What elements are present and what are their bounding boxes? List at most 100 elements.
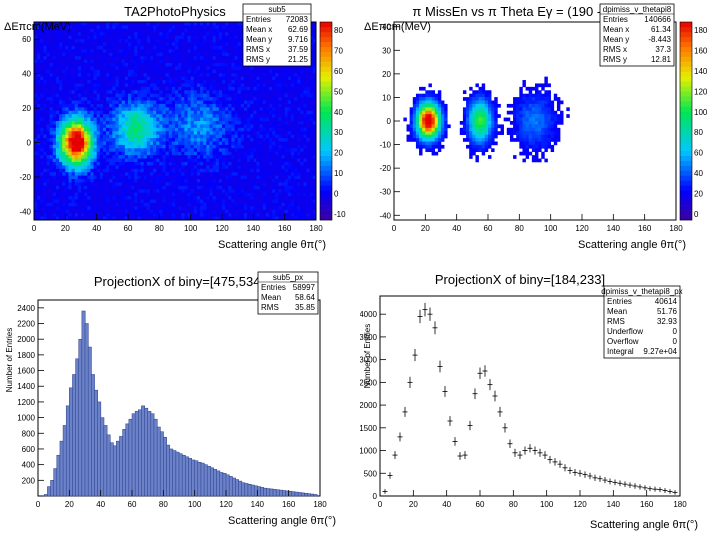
heatmap-cell: [55, 28, 60, 33]
heatmap-cell: [81, 165, 85, 170]
heatmap-cell: [153, 117, 157, 122]
heatmap-cell: [168, 25, 173, 30]
heatmap-cell: [77, 179, 82, 183]
heatmap-cell: [237, 199, 242, 204]
heatmap-cell: [297, 83, 301, 88]
heatmap-cell: [184, 202, 188, 207]
heatmap-cell: [275, 144, 279, 149]
heatmap-cell: [81, 172, 85, 176]
heatmap-cell: [215, 185, 220, 190]
heatmap-cell: [87, 134, 91, 139]
heatmap-cell: [137, 213, 141, 217]
heatmap-cell: [171, 185, 176, 190]
heatmap-cell: [156, 103, 160, 108]
heatmap-cell: [178, 80, 182, 84]
heatmap-cell: [247, 90, 251, 94]
heatmap-cell: [228, 151, 232, 156]
heatmap-cell: [215, 158, 220, 163]
heatmap-cell: [46, 138, 50, 142]
heatmap-cell: [178, 141, 182, 146]
heatmap-cell: [209, 141, 213, 146]
heatmap-cell: [265, 172, 270, 176]
heatmap-cell: [68, 121, 72, 125]
heatmap-cell: [52, 80, 57, 84]
heatmap-cell: [84, 148, 88, 153]
heatmap-cell: [203, 117, 207, 122]
heatmap-cell: [181, 192, 185, 197]
heatmap-cell: [209, 97, 213, 101]
heatmap-cell: [297, 202, 301, 207]
heatmap-cell: [269, 155, 273, 159]
heatmap-cell: [290, 165, 295, 170]
heatmap-cell: [140, 66, 144, 71]
heatmap-cell: [49, 206, 54, 211]
heatmap-cell: [212, 93, 217, 98]
heatmap-cell: [209, 185, 213, 190]
heatmap-cell: [49, 103, 54, 108]
heatmap-cell: [134, 216, 138, 221]
heatmap-cell: [159, 179, 163, 183]
heatmap-cell: [159, 209, 163, 214]
heatmap-cell: [234, 100, 238, 105]
heatmap-cell: [165, 66, 170, 71]
heatmap-cell: [281, 76, 285, 81]
heatmap-cell: [269, 103, 273, 108]
heatmap-cell: [156, 192, 160, 197]
heatmap-cell: [112, 35, 116, 40]
heatmap-cell: [156, 179, 160, 183]
heatmap-cell: [178, 202, 182, 207]
heatmap-cell: [281, 182, 285, 187]
heatmap-cell: [84, 76, 88, 81]
heatmap-cell: [68, 168, 72, 173]
heatmap-cell: [275, 90, 279, 94]
heatmap-cell: [181, 127, 185, 132]
heatmap-cell: [84, 90, 88, 94]
heatmap-cell: [237, 90, 242, 94]
heatmap-cell: [71, 32, 76, 36]
heatmap-cell: [203, 209, 207, 214]
heatmap-cell: [240, 185, 245, 190]
heatmap-cell: [193, 66, 198, 71]
heatmap-cell: [187, 35, 191, 40]
heatmap-cell: [165, 25, 170, 30]
heatmap-cell: [68, 114, 72, 118]
heatmap-cell: [184, 32, 188, 36]
heatmap-cell: [118, 107, 123, 112]
heatmap-cell: [234, 141, 238, 146]
heatmap-cells: [34, 22, 317, 221]
heatmap-cell: [52, 107, 57, 112]
heatmap-cell: [87, 131, 91, 135]
heatmap-cell: [34, 144, 38, 149]
heatmap-cell: [106, 209, 110, 214]
heatmap-cell: [143, 175, 148, 180]
heatmap-cell: [178, 168, 182, 173]
heatmap-cell: [278, 182, 282, 187]
heatmap-cell: [265, 73, 270, 77]
heatmap-cell: [175, 80, 179, 84]
heatmap-cell: [128, 175, 132, 180]
heatmap-cell: [109, 42, 113, 47]
heatmap-cell: [278, 127, 282, 132]
heatmap-cell: [121, 134, 126, 139]
heatmap-cell: [265, 83, 270, 88]
heatmap-cell: [287, 216, 292, 221]
heatmap-cell: [253, 114, 257, 118]
heatmap-cell: [275, 76, 279, 81]
heatmap-cell: [146, 196, 151, 200]
heatmap-cell: [134, 138, 138, 142]
heatmap-cell: [49, 175, 54, 180]
heatmap-cell: [77, 103, 82, 108]
heatmap-cell: [225, 175, 229, 180]
heatmap-cell: [284, 127, 289, 132]
heatmap-cell: [131, 206, 135, 211]
heatmap-cell: [65, 189, 69, 193]
heatmap-cell: [143, 206, 148, 211]
heatmap-cell: [93, 66, 97, 71]
heatmap-cell: [90, 100, 94, 105]
heatmap-cell: [106, 97, 110, 101]
heatmap-cell: [84, 158, 88, 163]
heatmap-cell: [96, 202, 101, 207]
heatmap-cell: [93, 59, 97, 64]
heatmap-cell: [65, 185, 69, 190]
heatmap-cell: [206, 80, 210, 84]
